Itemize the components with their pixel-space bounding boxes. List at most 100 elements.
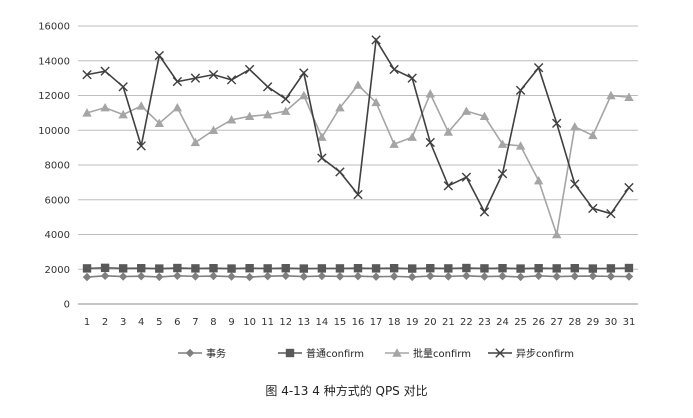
series-point [497,168,508,179]
x-tick-label: 21 [442,317,455,328]
series-point [82,272,92,282]
marker-stroke [100,66,110,76]
series-point [515,141,526,150]
marker-stroke [515,85,526,95]
x-tick-label: 14 [316,317,329,328]
series-point [497,139,508,148]
legend-item-2: 普通confirm [278,347,364,360]
series-point [606,264,616,273]
series-point [552,118,562,128]
series-point [226,115,237,124]
series-point [407,264,417,273]
series-point [425,137,435,148]
y-tick-labels: 0 2000 4000 6000 8000 10000 12000 14000 16000 [38,22,70,311]
marker-stroke [425,137,435,148]
marker-stroke [353,189,363,200]
x-tick-label: 19 [406,317,419,328]
series-point [498,272,507,281]
series-point [479,111,490,121]
series-point [299,90,309,100]
series-point [263,264,272,273]
marker-stroke [190,73,201,83]
y-tick-label: 12000 [38,91,70,102]
series-point [480,272,489,281]
series-point [335,167,345,177]
marker-stroke [82,69,92,80]
series-point [190,137,201,147]
series-point [353,264,363,273]
series-point [245,272,254,282]
series-point [534,271,543,281]
series-point [191,272,200,281]
series-point [570,122,580,131]
series-point [173,271,182,281]
marker-stroke [606,208,616,219]
series-point [624,92,634,101]
series-point [208,69,219,80]
series-point [155,264,164,273]
series-point [407,132,417,141]
y-tick-label: 6000 [45,195,70,206]
y-tick-label: 2000 [45,265,70,276]
series-point [443,181,454,191]
series-point [624,263,634,273]
series-point [154,50,164,61]
series-point [480,264,489,273]
x-tick-label: 22 [460,317,473,328]
x-tick-label: 16 [352,317,365,328]
series-point [353,189,363,200]
legend-item-3: 批量confirm [385,347,471,360]
series-point [534,264,543,273]
x-tick-label: 24 [496,317,509,328]
marker-stroke [533,63,544,73]
x-tick-label: 15 [334,317,347,328]
legend-item-4: 异步confirm [488,348,574,360]
series-point [588,271,598,281]
series-point [281,264,290,273]
series-point [244,111,255,121]
series-point [588,264,598,273]
series-point [118,109,128,119]
x-tick-label: 5 [156,317,162,328]
series-point [407,73,417,83]
marker-stroke [371,35,381,45]
x-tick-label: 8 [210,317,216,328]
series-3 [82,80,634,239]
x-tick-label: 23 [478,317,491,328]
x-tick-label: 27 [550,317,563,328]
series-point [100,66,110,76]
marker-stroke [226,75,237,85]
series-point [208,125,219,134]
marker-stroke [407,73,417,83]
series-point [495,348,505,358]
x-tick-label: 3 [120,317,126,328]
series-point [389,139,399,148]
series-point [426,264,435,273]
legend: 事务 普通confirm 批量confirm 异步confirm [178,347,574,360]
series-point [588,203,598,214]
series-point [263,272,272,281]
x-tick-label: 20 [424,317,437,328]
series-point [155,272,164,282]
x-tick-label: 29 [586,317,599,328]
series-point [392,348,402,357]
gridlines [78,25,638,270]
series-point [245,264,254,273]
series-point [227,272,236,281]
series-point [317,264,327,273]
marker-stroke [244,64,255,75]
series-point [371,35,381,45]
marker-stroke [570,179,580,189]
series-point [570,179,580,189]
x-tick-label: 9 [228,317,234,328]
series-point [118,272,128,281]
series-point [606,90,616,100]
series-point [606,272,616,281]
series-point [462,263,471,273]
marker-stroke [281,94,291,104]
x-tick-label: 7 [192,317,198,328]
series-point [533,175,544,185]
x-tick-label: 11 [261,317,274,328]
series-point [317,271,327,281]
